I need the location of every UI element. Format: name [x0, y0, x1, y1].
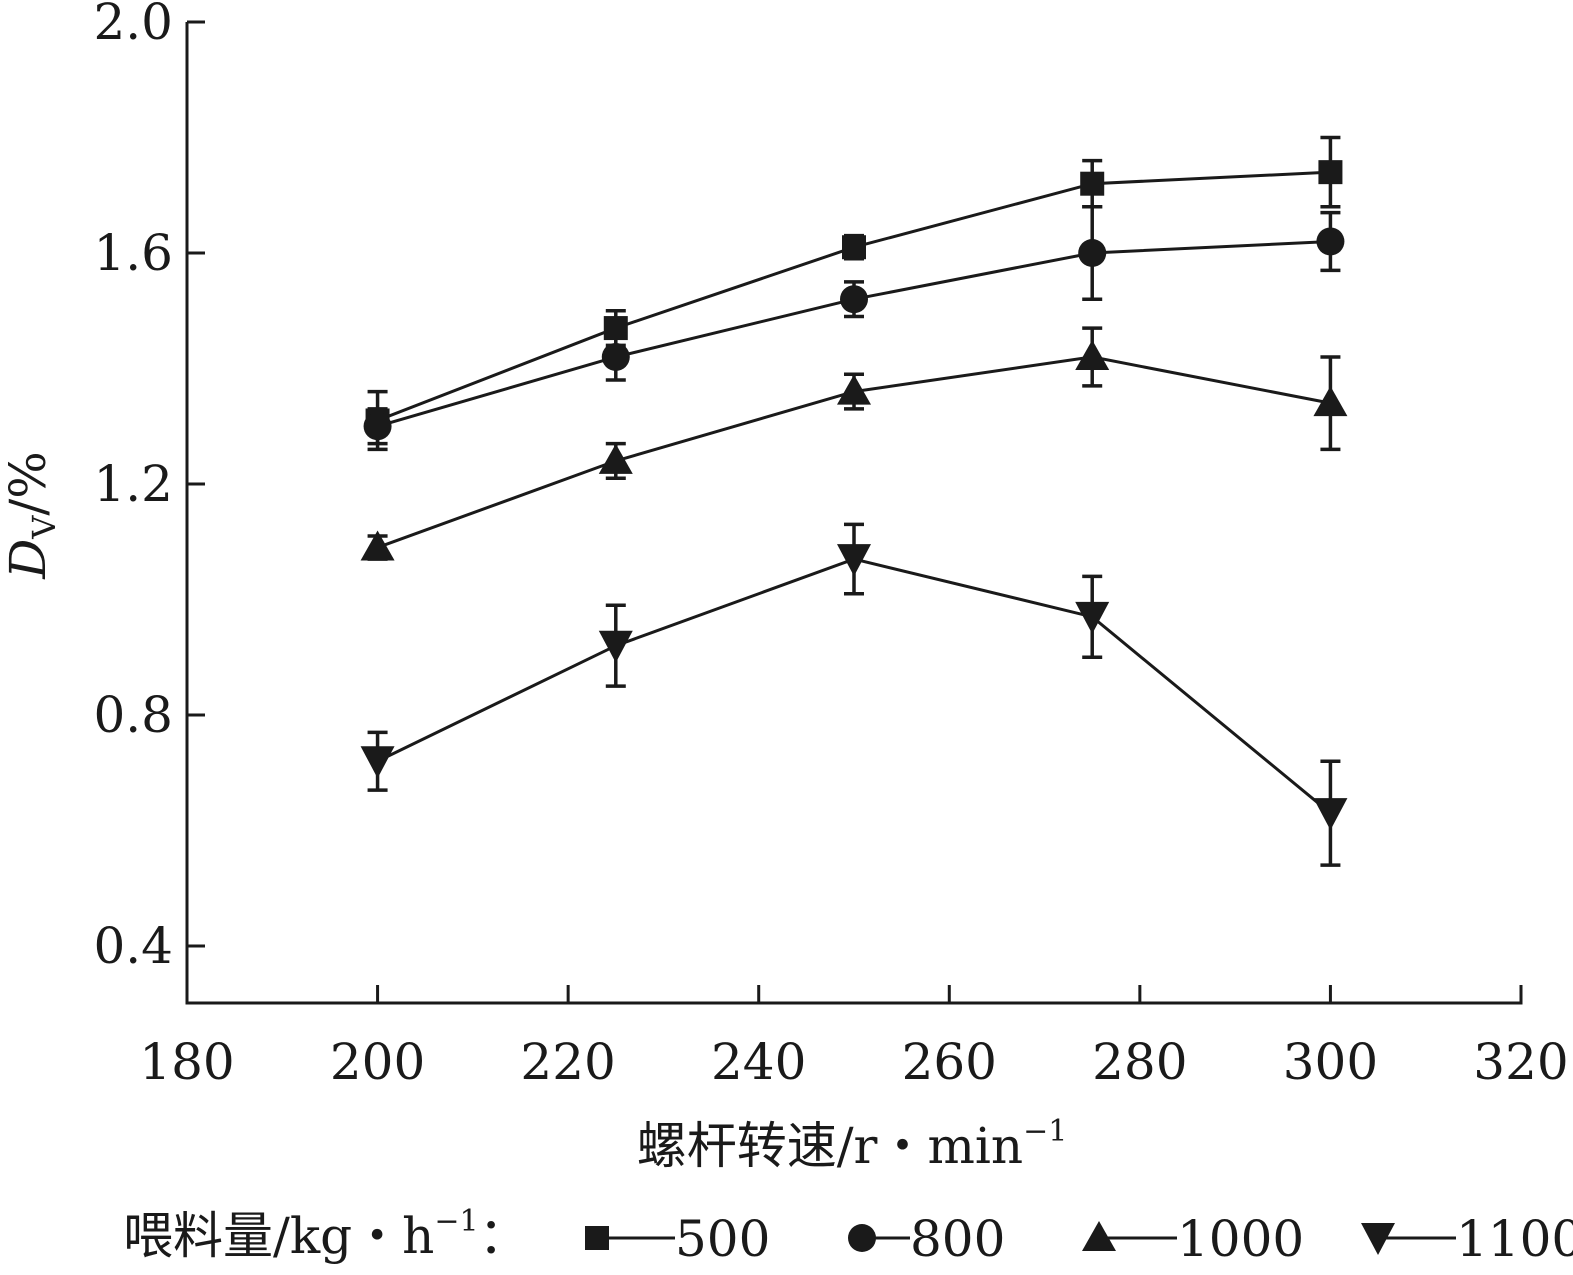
data-point-triangle-down [837, 544, 871, 577]
series-line-1100 [376, 557, 1332, 815]
data-point-square [1318, 160, 1343, 185]
x-tick-label: 300 [1283, 1033, 1378, 1091]
data-point-circle [1078, 239, 1107, 267]
y-axis: 0.4 0.8 1.2 1.6 2.0 [93, 0, 205, 975]
data-point-triangle-down [1313, 798, 1348, 831]
x-axis: 180 200 220 240 260 280 300 320 [139, 985, 1569, 1091]
series-1000 [360, 326, 1348, 561]
data-point-triangle-down [360, 746, 395, 779]
legend-item-1100: 1100 [1361, 1210, 1573, 1268]
legend-title: 喂料量/kg・h−1： [123, 1204, 529, 1265]
series-800 [363, 205, 1345, 446]
legend-label: 800 [910, 1210, 1005, 1268]
y-axis-title-unit: /% [0, 451, 57, 515]
x-axis-title: 螺杆转速/r・min−1 [637, 1114, 1068, 1175]
legend-label: 1100 [1456, 1210, 1573, 1268]
x-tick-label: 320 [1473, 1033, 1568, 1091]
x-tick-label: 220 [520, 1033, 615, 1091]
y-tick-label: 2.0 [93, 0, 173, 51]
y-axis-title: DV/% [0, 451, 63, 580]
data-point-circle [601, 342, 630, 371]
x-axis-title-text: 螺杆转速/r・min [637, 1117, 1023, 1175]
legend-title-colon: ： [479, 1207, 529, 1265]
x-tick-label: 200 [330, 1033, 425, 1091]
data-point-square [842, 235, 866, 260]
x-tick-label: 280 [1092, 1033, 1187, 1091]
data-point-square [1080, 171, 1105, 196]
y-tick-label: 0.4 [93, 917, 173, 975]
data-point-triangle-up [1075, 339, 1110, 370]
series-1100 [360, 522, 1348, 867]
legend: 喂料量/kg・h−1： 500 800 1000 1100 [123, 1204, 1573, 1268]
y-tick-label: 1.6 [93, 224, 173, 282]
x-axis-title-superscript: −1 [1023, 1114, 1067, 1149]
legend-item-500: 500 [585, 1210, 770, 1268]
legend-marker-triangle-up [1082, 1221, 1116, 1251]
y-axis-title-symbol: D [0, 539, 57, 580]
data-point-triangle-up [837, 374, 871, 405]
data-point-triangle-down [598, 630, 633, 663]
legend-title-text: 喂料量/kg・h [123, 1207, 434, 1265]
legend-label: 500 [675, 1210, 770, 1268]
data-point-circle [1316, 227, 1345, 256]
data-point-triangle-up [1313, 386, 1348, 417]
y-tick-label: 1.2 [93, 455, 173, 513]
x-tick-label: 240 [711, 1033, 806, 1091]
series-layer [360, 135, 1348, 867]
data-point-triangle-up [360, 530, 395, 561]
data-point-circle [840, 285, 868, 314]
plot-area: 0.4 0.8 1.2 1.6 2.0 180 200 220 240 260 280 300 320 [93, 0, 1568, 1091]
legend-title-superscript: −1 [434, 1204, 478, 1239]
x-tick-label: 260 [902, 1033, 997, 1091]
data-point-triangle-up [598, 443, 633, 474]
legend-item-800: 800 [848, 1210, 1005, 1268]
x-tick-label: 180 [139, 1033, 234, 1091]
data-point-triangle-down [1075, 601, 1110, 634]
y-tick-label: 0.8 [93, 686, 173, 744]
legend-item-1000: 1000 [1082, 1210, 1304, 1268]
data-point-circle [363, 412, 392, 441]
legend-label: 1000 [1177, 1210, 1304, 1268]
y-axis-title-subscript: V [25, 515, 63, 540]
